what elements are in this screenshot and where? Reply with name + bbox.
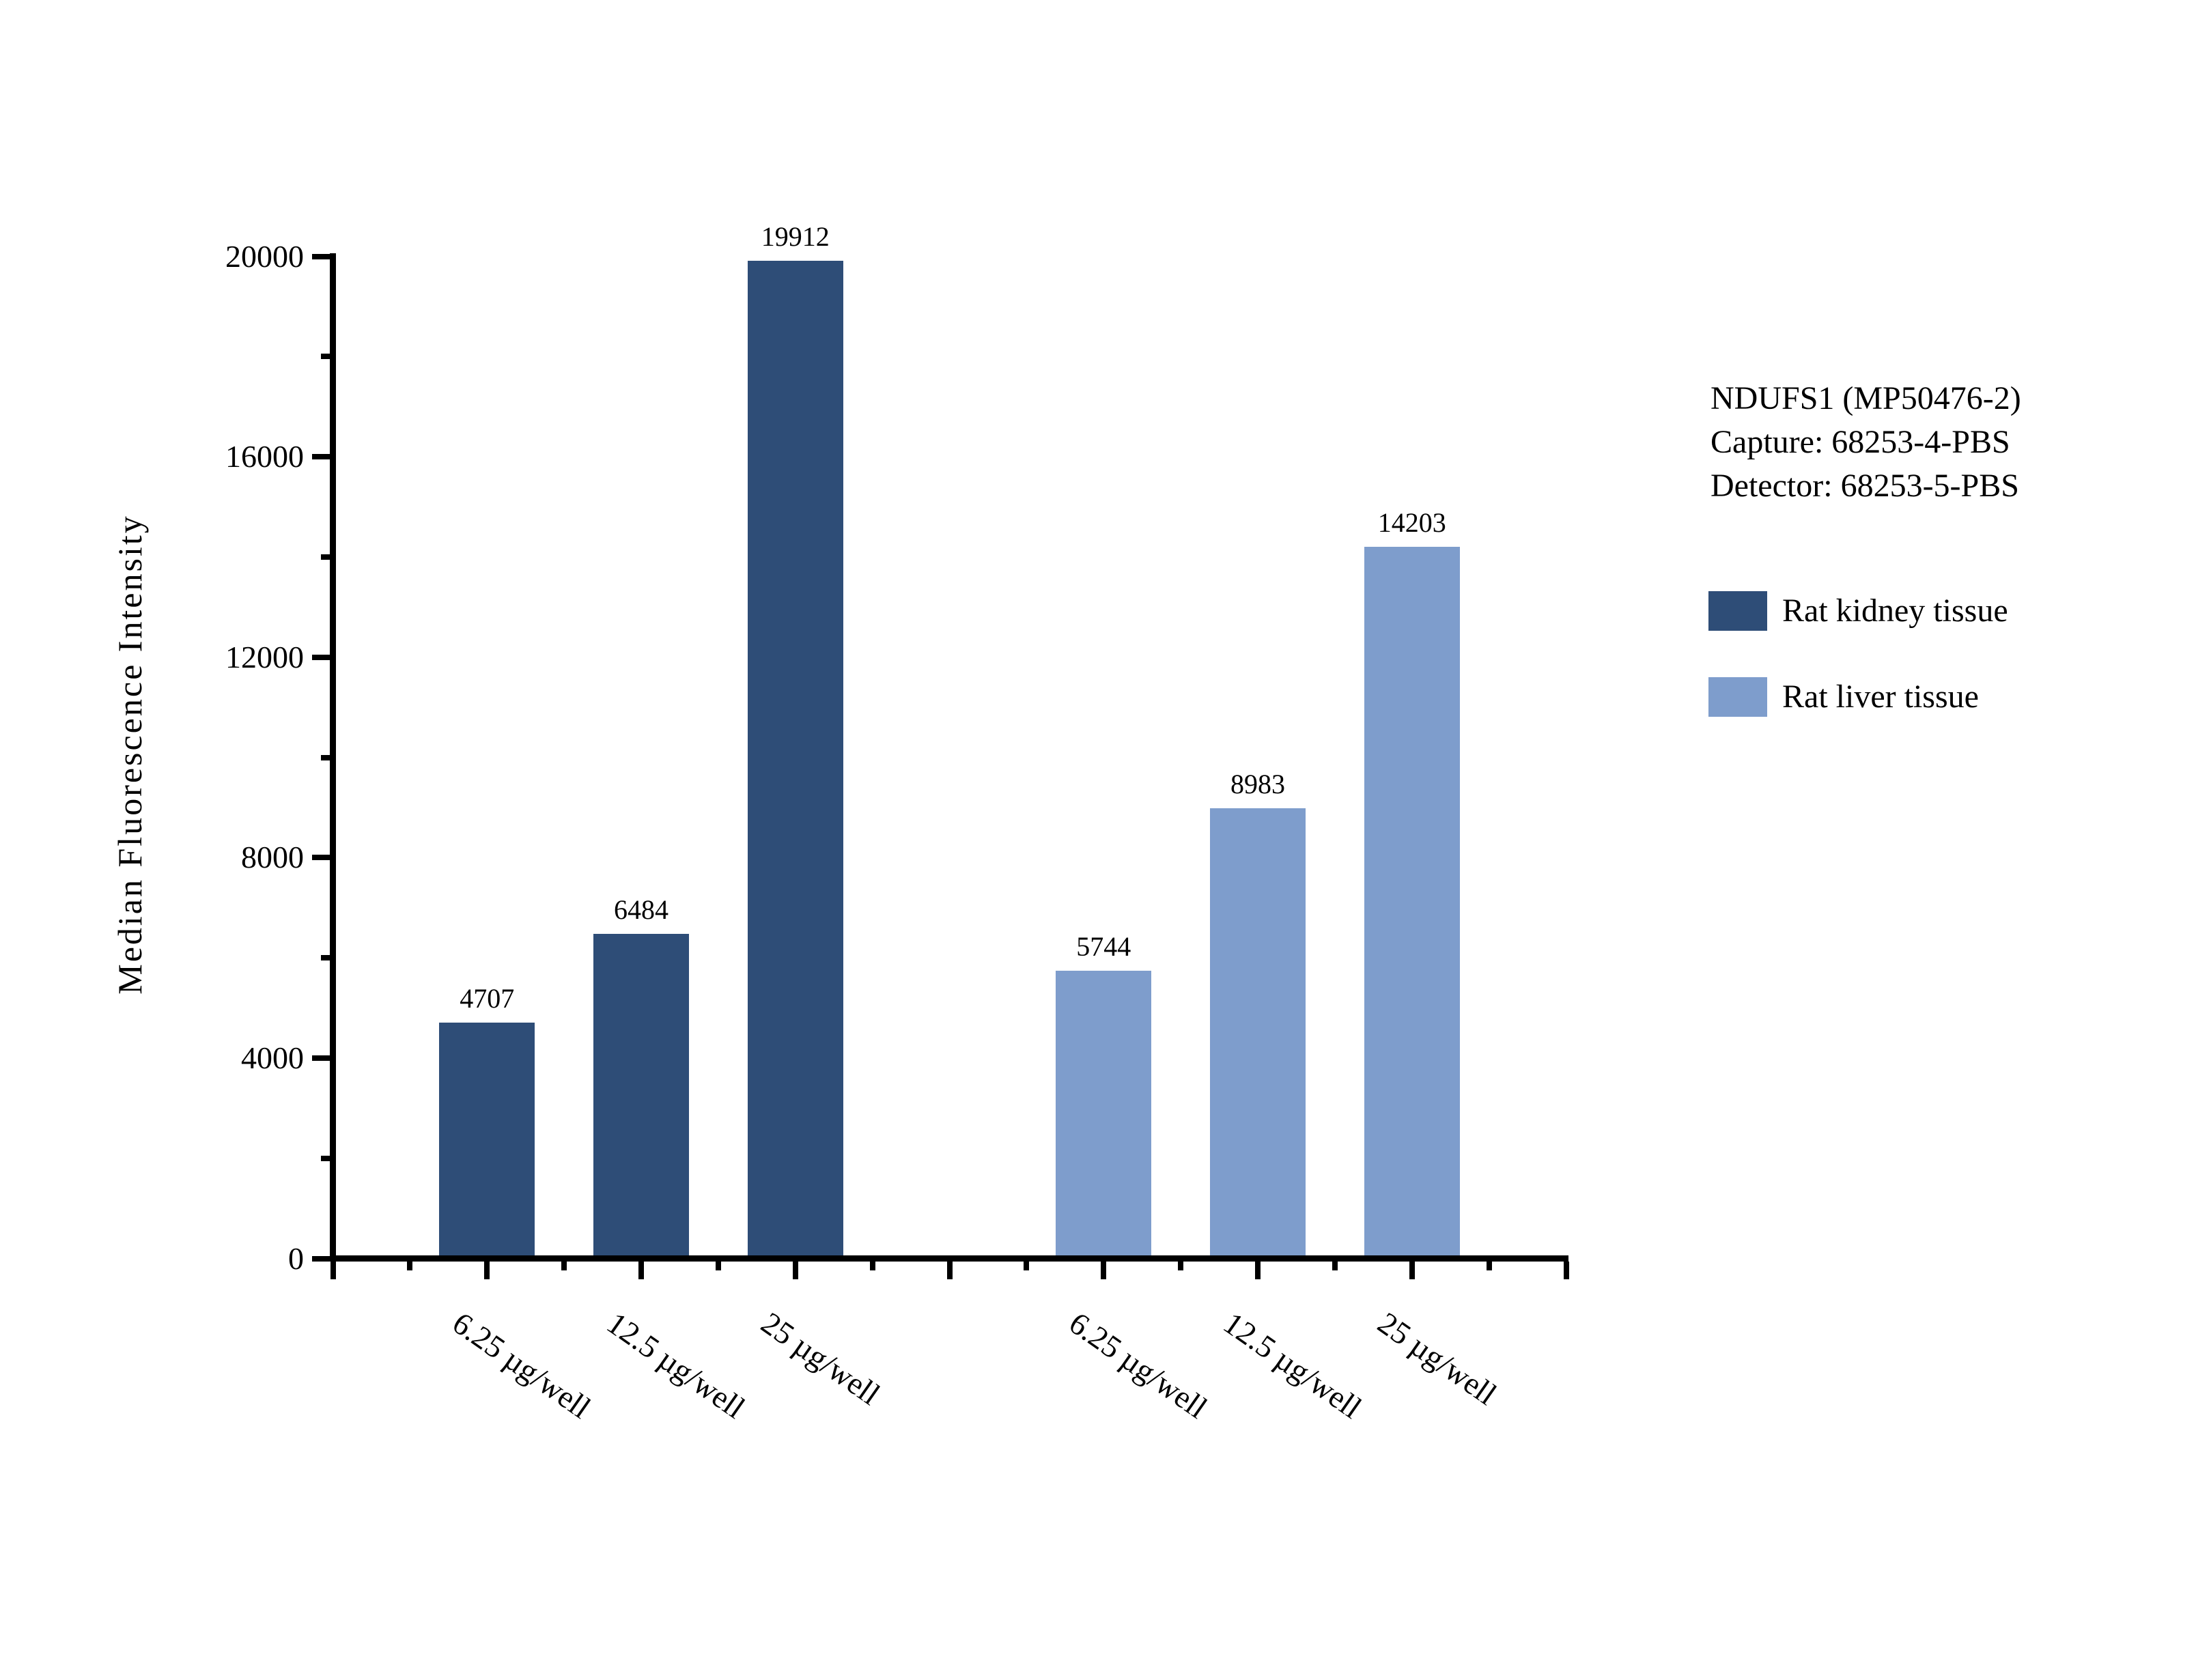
y-major-tick — [312, 1255, 330, 1262]
x-minor-tick — [1178, 1262, 1184, 1270]
bar-value-label: 14203 — [1377, 507, 1446, 538]
x-major-tick — [792, 1262, 798, 1279]
y-tick-label: 20000 — [225, 238, 304, 274]
y-tick-label: 8000 — [241, 840, 304, 875]
y-minor-tick — [321, 354, 330, 360]
y-tick-label: 12000 — [225, 639, 304, 674]
bar-value-label: 5744 — [1076, 930, 1131, 962]
bar-rat-kidney-tissue — [593, 933, 689, 1259]
annotation-line-2: Capture: 68253-4-PBS — [1711, 424, 2010, 460]
x-category-label: 12.5 µg/well — [600, 1305, 752, 1425]
x-category-label: 6.25 µg/well — [446, 1305, 597, 1425]
bar-value-label: 8983 — [1230, 769, 1285, 800]
x-major-tick — [1563, 1262, 1569, 1279]
y-minor-tick — [321, 1155, 330, 1161]
x-major-tick — [1409, 1262, 1415, 1279]
bar-rat-liver-tissue — [1056, 970, 1152, 1259]
legend-label: Rat kidney tissue — [1782, 593, 2008, 629]
x-major-tick — [638, 1262, 644, 1279]
y-minor-tick — [321, 554, 330, 560]
x-category-label: 25 µg/well — [1371, 1305, 1503, 1412]
bar-rat-liver-tissue — [1210, 808, 1306, 1259]
x-minor-tick — [1024, 1262, 1030, 1270]
annotation-line-1: NDUFS1 (MP50476-2) — [1711, 380, 2021, 416]
x-minor-tick — [1332, 1262, 1338, 1270]
x-minor-tick — [561, 1262, 567, 1270]
y-minor-tick — [321, 754, 330, 760]
y-tick-label: 16000 — [225, 439, 304, 474]
x-axis-line — [330, 1255, 1568, 1262]
x-category-label: 12.5 µg/well — [1217, 1305, 1368, 1425]
y-major-tick — [312, 253, 330, 259]
bar-rat-liver-tissue — [1364, 546, 1460, 1259]
bar-rat-kidney-tissue — [439, 1023, 535, 1259]
annotation-block: NDUFS1 (MP50476-2) Capture: 68253-4-PBS … — [1711, 377, 2021, 508]
x-category-label: 6.25 µg/well — [1062, 1305, 1214, 1425]
x-minor-tick — [715, 1262, 721, 1270]
x-major-tick — [484, 1262, 490, 1279]
x-minor-tick — [407, 1262, 413, 1270]
legend-item: Rat liver tissue — [1708, 677, 1979, 717]
bar-value-label: 6484 — [614, 894, 668, 925]
x-minor-tick — [1486, 1262, 1492, 1270]
bar-value-label: 4707 — [460, 983, 515, 1014]
x-major-tick — [330, 1262, 336, 1279]
x-major-tick — [1101, 1262, 1107, 1279]
x-category-label: 25 µg/well — [755, 1305, 886, 1412]
y-major-tick — [312, 454, 330, 460]
y-major-tick — [312, 1055, 330, 1061]
y-tick-label: 4000 — [241, 1040, 304, 1075]
x-major-tick — [946, 1262, 953, 1279]
y-tick-label: 0 — [288, 1240, 304, 1276]
y-axis-title: Median Fluorescence Intensity — [111, 514, 149, 995]
x-major-tick — [1255, 1262, 1261, 1279]
legend-swatch-liver — [1708, 677, 1767, 717]
y-axis-line — [330, 253, 336, 1262]
y-major-tick — [312, 855, 330, 861]
bar-rat-kidney-tissue — [747, 260, 843, 1259]
legend-label: Rat liver tissue — [1782, 679, 1979, 715]
legend-swatch-kidney — [1708, 591, 1767, 631]
annotation-line-3: Detector: 68253-5-PBS — [1711, 468, 2019, 504]
legend-item: Rat kidney tissue — [1708, 591, 2008, 631]
y-minor-tick — [321, 955, 330, 961]
x-minor-tick — [869, 1262, 875, 1270]
y-major-tick — [312, 654, 330, 660]
bar-value-label: 19912 — [761, 220, 830, 252]
